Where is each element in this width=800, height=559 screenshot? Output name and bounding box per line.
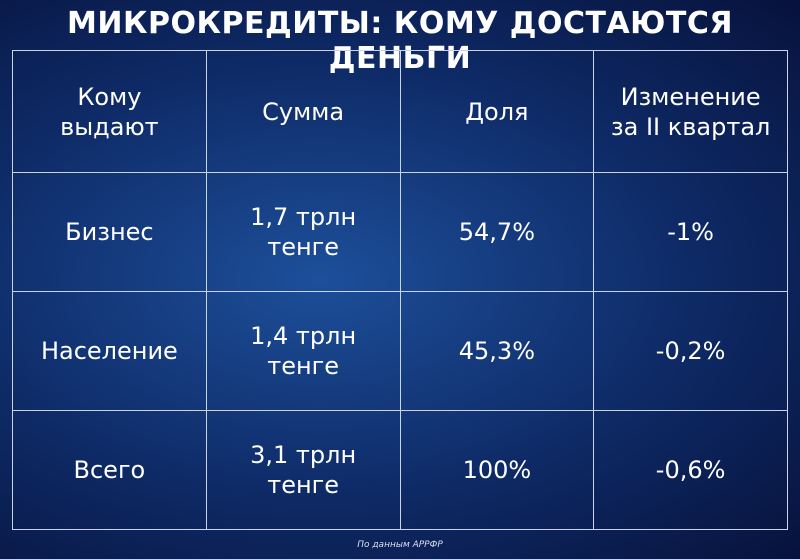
cell: 45,3% (399, 291, 595, 411)
cell: 1,7 трлн тенге (205, 172, 401, 292)
cell: -0,2% (593, 291, 788, 411)
cell: Всего (12, 410, 207, 530)
cell: Бизнес (12, 172, 207, 292)
header-cell: Сумма (205, 50, 401, 173)
row: Бизнес 1,7 трлн тенге 54,7% -1% (12, 172, 788, 292)
row: Население 1,4 трлн тенге 45,3% -0,2% (12, 291, 788, 411)
header-cell: Доля (399, 50, 595, 173)
cell: 1,4 трлн тенге (205, 291, 401, 411)
header-row: Кому выдают Сумма Доля Изменение за II квар… (12, 50, 788, 173)
cell: -1% (593, 172, 788, 292)
header-cell: Кому выдают (12, 50, 207, 173)
cell: 100% (399, 410, 595, 530)
header-cell: Изменение за II квартал (593, 50, 788, 173)
row: Всего 3,1 трлн тенге 100% -0,6% (12, 410, 788, 530)
cell: 54,7% (399, 172, 595, 292)
data-table: Кому выдают Сумма Доля Изменение за II квар… (12, 50, 788, 530)
source: По данным АРРФР (357, 540, 443, 550)
cell: Население (12, 291, 207, 411)
cell: 3,1 трлн тенге (205, 410, 401, 530)
cell: -0,6% (593, 410, 788, 530)
